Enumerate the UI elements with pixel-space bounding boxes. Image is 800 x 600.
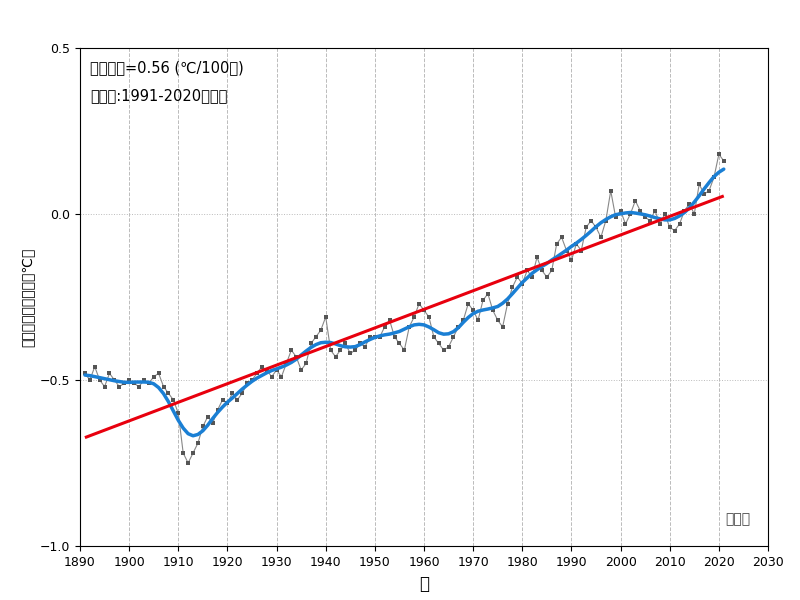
X-axis label: 年: 年 (419, 575, 429, 593)
Y-axis label: 海面水温の平年差（℃）: 海面水温の平年差（℃） (20, 247, 34, 347)
Text: 気象庁: 気象庁 (726, 512, 750, 526)
Text: トレンド=0.56 (℃/100年): トレンド=0.56 (℃/100年) (90, 61, 244, 76)
Text: 平年値:1991-2020年平均: 平年値:1991-2020年平均 (90, 88, 228, 103)
